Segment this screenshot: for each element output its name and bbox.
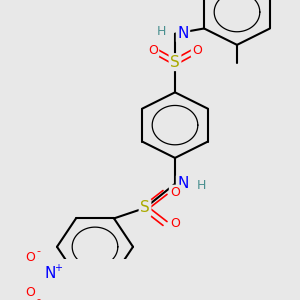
Text: O: O <box>148 44 158 57</box>
Text: H: H <box>156 26 166 38</box>
Text: O: O <box>25 251 35 264</box>
Text: H: H <box>196 179 206 192</box>
Text: S: S <box>140 200 150 215</box>
Text: -: - <box>36 246 40 256</box>
Text: +: + <box>54 263 62 273</box>
Text: O: O <box>170 217 180 230</box>
Text: O: O <box>192 44 202 57</box>
Text: S: S <box>170 55 180 70</box>
Text: -: - <box>36 294 40 300</box>
Text: N: N <box>44 266 56 281</box>
Text: O: O <box>25 286 35 299</box>
Text: N: N <box>177 176 189 191</box>
Text: N: N <box>177 26 189 41</box>
Text: O: O <box>170 186 180 199</box>
